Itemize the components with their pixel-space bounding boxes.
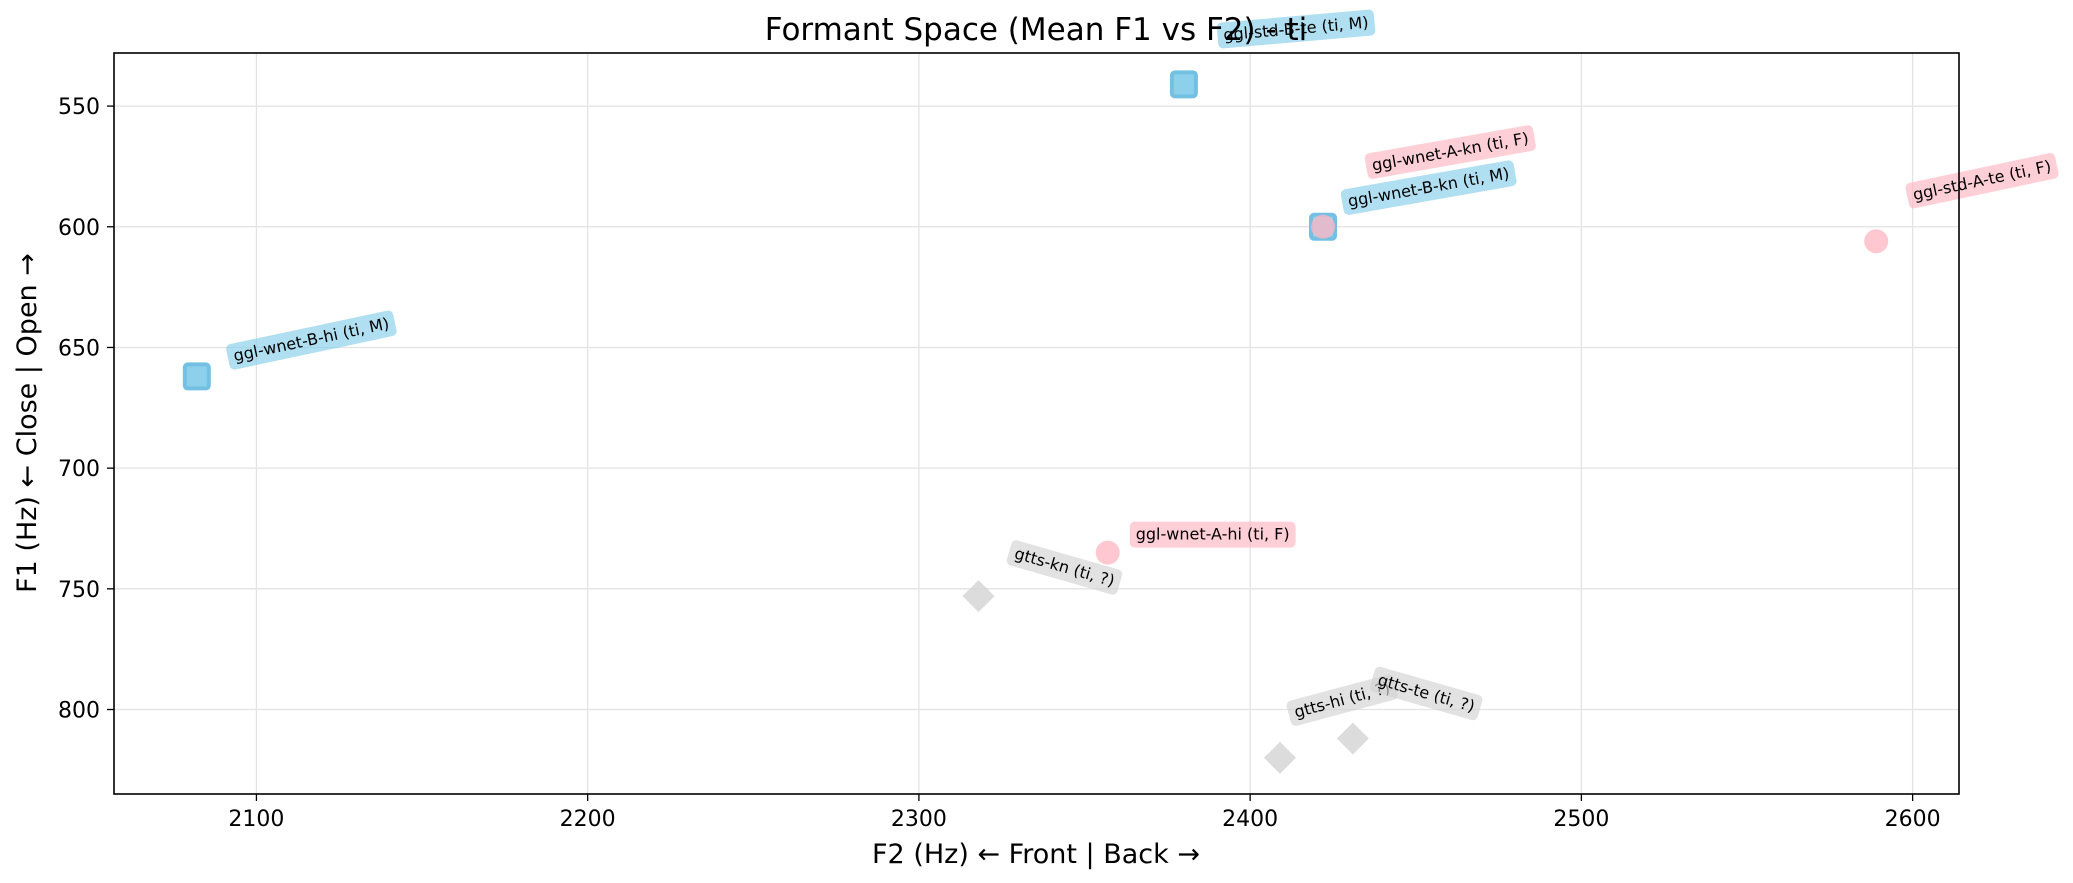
- chart-title: Formant Space (Mean F1 vs F2) - ti: [765, 12, 1308, 48]
- point-marker: [1169, 70, 1198, 99]
- annotation-box: [1370, 666, 1483, 721]
- data-points: [182, 70, 1889, 774]
- annotation-box: [226, 310, 397, 370]
- point-marker: [962, 580, 995, 613]
- y-tick-label: 550: [58, 95, 100, 120]
- x-tick-label: 2400: [1222, 807, 1278, 832]
- point-annotation: ggl-wnet-B-hi (ti, M): [226, 310, 397, 370]
- x-tick-label: 2200: [560, 807, 616, 832]
- point-marker: [1864, 229, 1889, 254]
- point-marker: [1336, 722, 1369, 755]
- point-annotations: ggl-std-B-te (ti, M)ggl-wnet-B-kn (ti, M…: [226, 9, 2059, 726]
- point-annotation: gtts-te (ti, ?): [1370, 666, 1483, 721]
- point-annotation: ggl-std-A-te (ti, F): [1905, 153, 2059, 209]
- point-marker: [1311, 214, 1336, 239]
- annotation-box: [1006, 540, 1123, 595]
- annotation-label: ggl-wnet-A-hi (ti, F): [1136, 525, 1290, 544]
- point-annotation: ggl-wnet-A-hi (ti, F): [1129, 521, 1296, 548]
- x-tick-label: 2600: [1885, 807, 1941, 832]
- x-tick-label: 2300: [891, 807, 947, 832]
- annotation-box: [1340, 160, 1517, 215]
- grid-lines: [114, 53, 1959, 794]
- point-marker: [1095, 540, 1120, 565]
- axis-ticks: 2100 2200 2300 2400 2500 2600 550 600 650 700 750 8…: [58, 95, 1941, 832]
- x-axis-label: F2 (Hz) ← Front | Back →: [872, 839, 1200, 870]
- x-tick-label: 2100: [228, 807, 284, 832]
- point-marker: [182, 362, 211, 391]
- y-tick-label: 650: [58, 336, 100, 361]
- y-tick-label: 700: [58, 457, 100, 482]
- annotation-box: [1905, 153, 2059, 209]
- y-tick-label: 600: [58, 216, 100, 241]
- annotation-box: [1286, 674, 1398, 726]
- annotation-box: [1129, 521, 1296, 548]
- x-tick-label: 2500: [1553, 807, 1609, 832]
- annotation-box: [1364, 125, 1536, 179]
- annotation-box: [1216, 9, 1376, 49]
- point-marker: [1263, 741, 1296, 774]
- y-tick-label: 750: [58, 578, 100, 603]
- plot-frame: [113, 52, 1960, 795]
- y-axis-label: F1 (Hz) ← Close | Open →: [12, 253, 43, 593]
- y-tick-label: 800: [58, 699, 100, 724]
